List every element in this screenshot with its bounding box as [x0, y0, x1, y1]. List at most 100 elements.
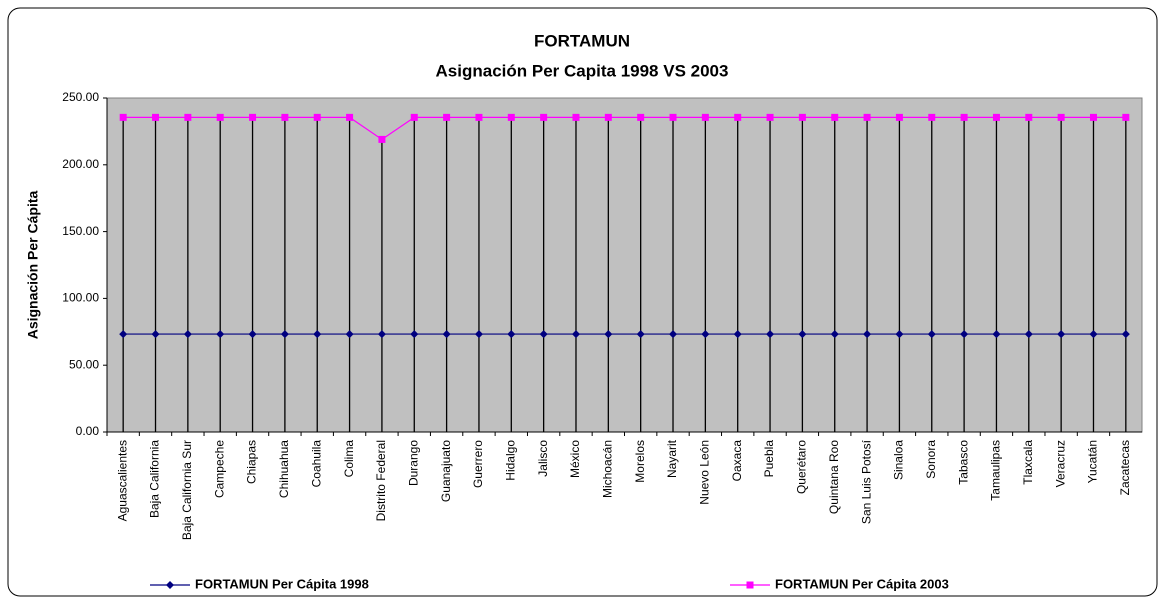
x-tick-label: Sinaloa [892, 440, 906, 480]
point [1025, 113, 1033, 121]
point [863, 113, 871, 121]
point [166, 581, 174, 589]
point [766, 330, 775, 339]
y-axis-title: Asignación Per Cápita [25, 190, 41, 339]
point [442, 330, 451, 339]
point [960, 113, 968, 121]
x-tick-label: México [568, 440, 582, 478]
point [313, 113, 321, 121]
x-tick-label: Coahuila [309, 440, 323, 488]
point [831, 113, 839, 121]
x-tick-label: Tlaxcala [1021, 440, 1035, 485]
x-tick-label: Quintana Roo [827, 440, 841, 514]
point [637, 113, 645, 121]
point [960, 330, 969, 339]
point [927, 330, 936, 339]
point [280, 330, 289, 339]
point [378, 135, 386, 143]
x-tick-label: Querétaro [795, 440, 809, 494]
point [475, 113, 483, 121]
point [539, 330, 548, 339]
point [572, 113, 580, 121]
x-tick-label: Puebla [762, 440, 776, 478]
point [669, 330, 678, 339]
point [1024, 330, 1033, 339]
point [733, 330, 742, 339]
x-tick-label: Baja California [148, 440, 162, 518]
point [377, 330, 386, 339]
point [410, 330, 419, 339]
point [895, 330, 904, 339]
point [1089, 330, 1098, 339]
x-tick-label: Veracruz [1053, 440, 1067, 487]
point [604, 113, 612, 121]
point [928, 113, 936, 121]
point [474, 330, 483, 339]
x-tick-label: Distrito Federal [374, 440, 388, 521]
y-tick-label: 250.00 [62, 90, 99, 104]
y-tick-label: 200.00 [62, 157, 99, 171]
x-tick-label: Campeche [212, 440, 226, 498]
x-tick-label: Colima [342, 440, 356, 478]
y-tick-label: 150.00 [62, 224, 99, 238]
plot-area [106, 97, 1143, 433]
x-tick-label: Guerrero [471, 440, 485, 488]
point [151, 330, 160, 339]
point [1122, 113, 1130, 121]
x-tick-label: Zacatecas [1118, 440, 1132, 495]
legend-label: FORTAMUN Per Cápita 2003 [775, 576, 949, 591]
point [507, 113, 515, 121]
point [248, 330, 257, 339]
point [346, 113, 354, 121]
x-tick-label: Michoacán [601, 440, 615, 498]
x-tick-label: Chihuahua [277, 440, 291, 498]
point [1057, 330, 1066, 339]
point [734, 113, 742, 121]
point [281, 113, 289, 121]
point [636, 330, 645, 339]
point [863, 330, 872, 339]
point [345, 330, 354, 339]
y-tick-label: 100.00 [62, 291, 99, 305]
x-tick-label: Yucatán [1086, 440, 1100, 483]
point [669, 113, 677, 121]
point [701, 113, 709, 121]
point [798, 330, 807, 339]
y-tick-label: 0.00 [76, 424, 100, 438]
x-tick-label: Durango [406, 440, 420, 486]
x-tick-label: Morelos [633, 440, 647, 483]
series-line [123, 116, 1126, 141]
x-tick-label: San Luis Potosí [859, 439, 873, 524]
x-tick-label: Chiapas [245, 440, 259, 484]
point [152, 113, 160, 121]
x-tick-label: Jalisco [536, 440, 550, 477]
x-tick-label: Sonora [924, 440, 938, 479]
chart-title: FORTAMUN [534, 31, 630, 50]
x-tick-label: Oaxaca [730, 440, 744, 482]
x-tick-label: Tamaulipas [989, 440, 1003, 501]
point [249, 113, 257, 121]
point [216, 330, 225, 339]
x-tick-label: Aguascalientes [115, 440, 129, 521]
x-tick-label: Guanajuato [439, 440, 453, 502]
point [1121, 330, 1130, 339]
legend-label: FORTAMUN Per Cápita 1998 [195, 576, 369, 591]
point [443, 113, 451, 121]
chart-subtitle: Asignación Per Capita 1998 VS 2003 [436, 61, 729, 80]
point [571, 330, 580, 339]
point [216, 113, 224, 121]
point [1057, 113, 1065, 121]
point [830, 330, 839, 339]
point [313, 330, 322, 339]
point [992, 113, 1000, 121]
point [766, 113, 774, 121]
x-tick-label: Tabasco [956, 440, 970, 485]
point [119, 113, 127, 121]
point [604, 330, 613, 339]
point [184, 113, 192, 121]
point [119, 330, 128, 339]
point [798, 113, 806, 121]
x-tick-label: Nuevo León [698, 440, 712, 505]
point [183, 330, 192, 339]
